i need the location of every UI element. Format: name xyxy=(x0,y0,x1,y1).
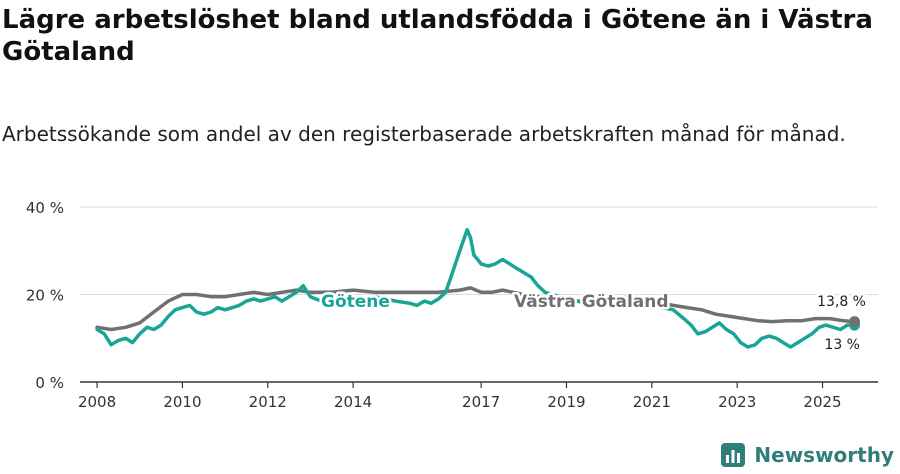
brand: Newsworthy xyxy=(720,442,894,468)
y-tick-label: 40 % xyxy=(26,199,64,217)
chart-subtitle: Arbetssökande som andel av den registerb… xyxy=(2,122,846,146)
grid-lines xyxy=(80,206,878,295)
end-value-label-gotene-halo: 13 % xyxy=(824,337,860,353)
series-line-gotene xyxy=(95,228,857,349)
series-lines xyxy=(95,228,861,349)
end-value-label-vastra-gotaland: 13,8 % xyxy=(817,294,866,310)
newsworthy-logo-icon xyxy=(721,443,746,467)
x-axis xyxy=(80,381,878,388)
x-tick-label: 2019 xyxy=(547,393,585,411)
series-label-vastra-gotaland-halo: Västra Götaland xyxy=(514,292,669,312)
series-line-vastra-gotaland xyxy=(95,286,857,332)
series-label-vastra-gotaland: Västra Götaland xyxy=(514,292,669,312)
y-tick-label: 20 % xyxy=(26,287,64,305)
series-label-gotene: Götene xyxy=(321,292,390,312)
x-tick-label: 2014 xyxy=(334,393,372,411)
y-tick-label: 0 % xyxy=(35,374,64,392)
x-tick-label: 2023 xyxy=(718,393,756,411)
x-tick-label: 2012 xyxy=(249,393,287,411)
x-tick-label: 2021 xyxy=(633,393,671,411)
end-value-label-gotene: 13 % xyxy=(824,337,860,353)
x-tick-label: 2025 xyxy=(803,393,841,411)
series-label-gotene-halo: Götene xyxy=(321,292,390,312)
end-point-marker xyxy=(849,316,861,328)
chart-labels: 0 % 20 % 40 % 2008 2010 2012 2014 2017 2019 2021 2… xyxy=(26,199,869,411)
x-tick-label: 2010 xyxy=(163,393,201,411)
chart-title: Lägre arbetslöshet bland utlandsfödda i … xyxy=(2,5,873,67)
end-value-label-vastra-gotaland-halo: 13,8 % xyxy=(817,294,866,310)
brand-name: Newsworthy xyxy=(754,443,894,467)
x-tick-label: 2017 xyxy=(462,393,500,411)
x-tick-label: 2008 xyxy=(78,393,116,411)
line-chart: 0 % 20 % 40 % 2008 2010 2012 2014 2017 2019 2021 2… xyxy=(26,199,878,411)
